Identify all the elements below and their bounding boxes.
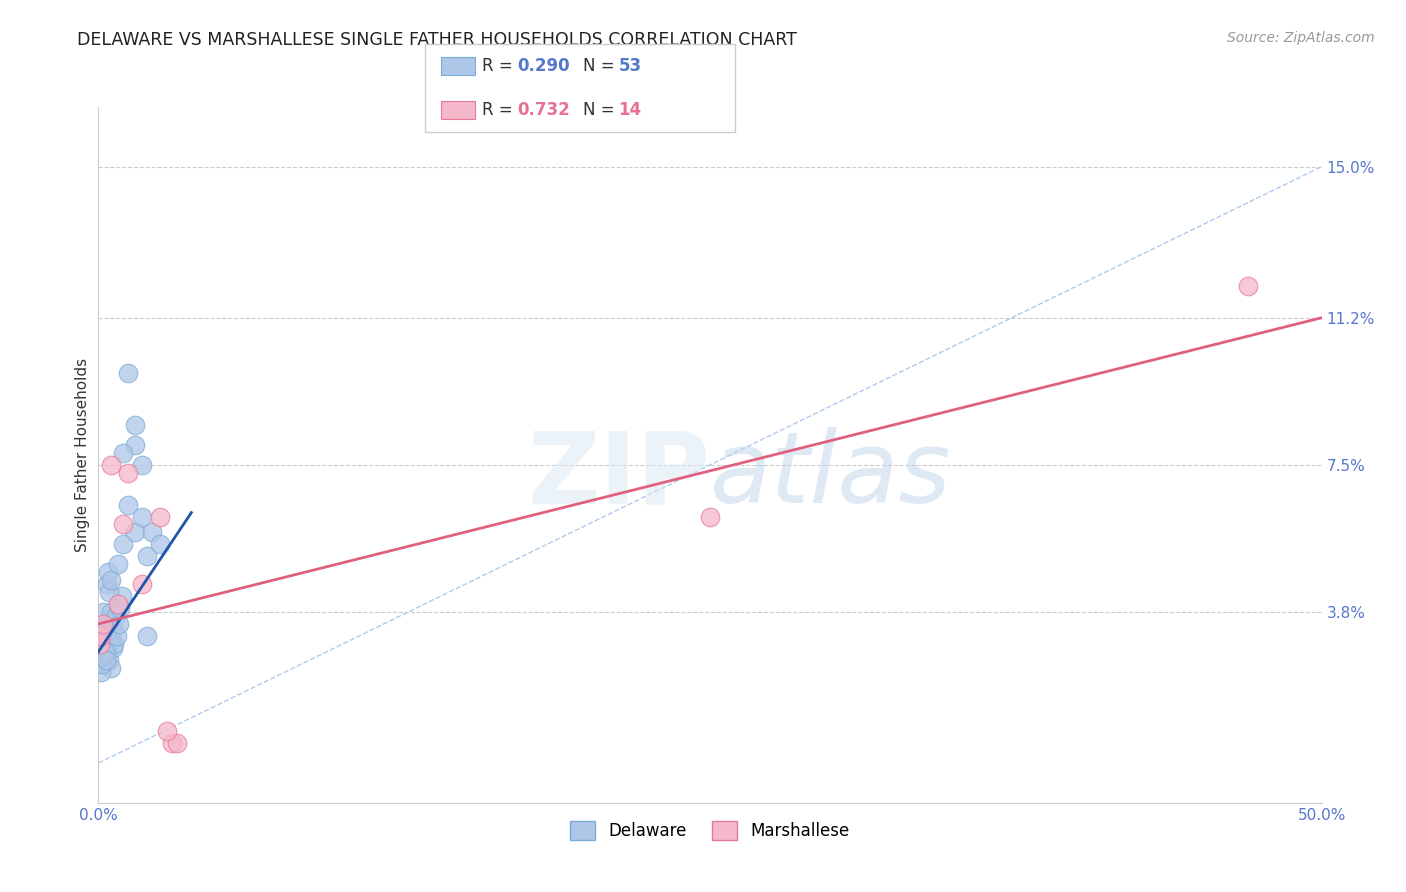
Point xyxy=(117,498,139,512)
Point xyxy=(100,605,122,619)
Point xyxy=(108,616,131,631)
Point xyxy=(91,629,114,643)
Point xyxy=(124,418,146,433)
Point xyxy=(91,605,114,619)
Point xyxy=(91,616,114,631)
Point xyxy=(91,657,114,671)
Point xyxy=(90,665,112,679)
Point xyxy=(97,653,120,667)
Point xyxy=(131,509,153,524)
Point xyxy=(166,736,188,750)
Point xyxy=(149,509,172,524)
Point xyxy=(96,624,118,639)
Point xyxy=(110,601,132,615)
Text: R =: R = xyxy=(482,57,519,75)
Point xyxy=(98,629,121,643)
Point xyxy=(91,657,114,671)
Point xyxy=(90,629,112,643)
Text: 14: 14 xyxy=(619,101,641,119)
Point xyxy=(1237,279,1260,293)
Point xyxy=(124,438,146,452)
Point xyxy=(107,558,129,572)
Point xyxy=(136,629,159,643)
Point xyxy=(100,573,122,587)
Point xyxy=(94,648,117,663)
Point xyxy=(97,565,120,579)
Point xyxy=(90,637,112,651)
Point xyxy=(101,632,124,647)
Point xyxy=(131,577,153,591)
Point xyxy=(93,645,115,659)
Text: R =: R = xyxy=(482,101,519,119)
Point xyxy=(93,621,115,635)
Point xyxy=(91,648,114,663)
Point xyxy=(89,645,111,659)
Point xyxy=(141,525,163,540)
Text: 0.732: 0.732 xyxy=(517,101,571,119)
Point xyxy=(117,466,139,480)
Point xyxy=(104,609,127,624)
Point xyxy=(98,613,121,627)
Point xyxy=(124,525,146,540)
Point xyxy=(131,458,153,472)
Point xyxy=(107,597,129,611)
Point xyxy=(136,549,159,564)
Point xyxy=(93,640,115,655)
Point xyxy=(97,637,120,651)
Point xyxy=(111,446,134,460)
Point xyxy=(156,724,179,739)
Point xyxy=(94,632,117,647)
Point xyxy=(96,577,118,591)
Text: atlas: atlas xyxy=(710,427,952,524)
Point xyxy=(98,585,121,599)
Text: ZIP: ZIP xyxy=(527,427,710,524)
Point xyxy=(101,640,124,655)
Text: DELAWARE VS MARSHALLESE SINGLE FATHER HOUSEHOLDS CORRELATION CHART: DELAWARE VS MARSHALLESE SINGLE FATHER HO… xyxy=(77,31,797,49)
Point xyxy=(89,637,111,651)
Point xyxy=(699,509,721,524)
Text: 0.290: 0.290 xyxy=(517,57,569,75)
Point xyxy=(117,367,139,381)
Text: 53: 53 xyxy=(619,57,641,75)
Text: Source: ZipAtlas.com: Source: ZipAtlas.com xyxy=(1227,31,1375,45)
Point xyxy=(105,629,128,643)
Point xyxy=(90,616,112,631)
Point xyxy=(149,537,172,551)
Point xyxy=(107,597,129,611)
Text: N =: N = xyxy=(583,101,620,119)
Point xyxy=(103,637,125,651)
Y-axis label: Single Father Households: Single Father Households xyxy=(75,358,90,552)
Text: N =: N = xyxy=(583,57,620,75)
Point xyxy=(100,660,122,674)
Point xyxy=(160,736,183,750)
Point xyxy=(101,621,124,635)
Point xyxy=(97,616,120,631)
Point xyxy=(96,645,118,659)
Legend: Delaware, Marshallese: Delaware, Marshallese xyxy=(564,814,856,847)
Point xyxy=(89,629,111,643)
Point xyxy=(100,458,122,472)
Point xyxy=(111,589,134,603)
Point xyxy=(111,537,134,551)
Point xyxy=(111,517,134,532)
Point xyxy=(94,653,117,667)
